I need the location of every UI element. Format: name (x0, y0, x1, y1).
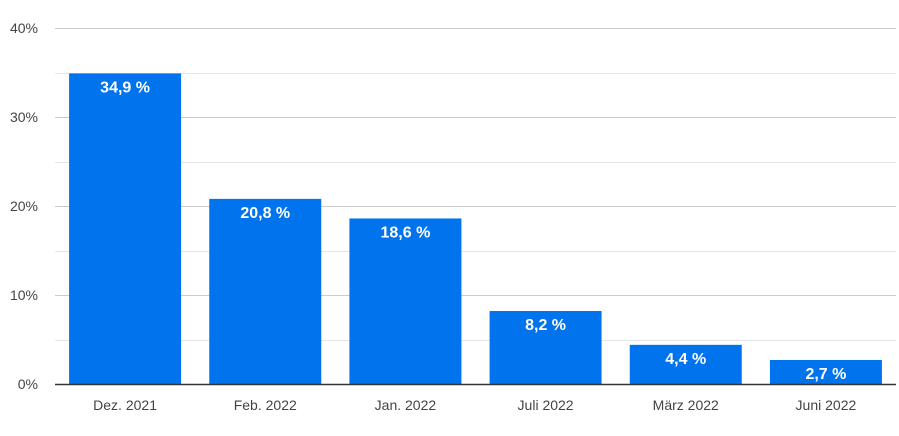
x-axis-tick-labels: Dez. 2021 Feb. 2022 Jan. 2022 Juli 2022 März… (93, 397, 856, 413)
bar-value-label: 2,7 % (805, 366, 846, 383)
data-labels: 34,9 % 20,8 % 18,6 % 8,2 % 4,4 % 2,7 % (100, 79, 846, 383)
bar (769, 359, 882, 384)
y-tick-label: 20% (10, 198, 38, 214)
y-tick-label: 10% (10, 287, 38, 303)
bar-value-label: 4,4 % (665, 351, 706, 368)
y-tick-label: 30% (10, 109, 38, 125)
bar (629, 344, 742, 384)
bars (69, 73, 882, 384)
x-tick-label: Juni 2022 (796, 397, 857, 413)
x-tick-label: März 2022 (653, 397, 719, 413)
bar-value-label: 34,9 % (100, 79, 150, 96)
bar-value-label: 18,6 % (381, 224, 431, 241)
x-tick-label: Dez. 2021 (93, 397, 157, 413)
y-tick-label: 0% (18, 376, 38, 392)
bar-value-label: 8,2 % (525, 317, 566, 334)
bar-value-label: 20,8 % (240, 205, 290, 222)
x-tick-label: Jan. 2022 (375, 397, 437, 413)
bar (209, 198, 322, 384)
x-tick-label: Juli 2022 (518, 397, 574, 413)
bar (349, 218, 462, 384)
y-tick-label: 40% (10, 20, 38, 36)
bar (489, 311, 602, 384)
y-axis-tick-labels: 0% 10% 20% 30% 40% (10, 20, 38, 392)
bar (69, 73, 182, 384)
grid-lines (55, 28, 896, 341)
x-tick-label: Feb. 2022 (234, 397, 297, 413)
